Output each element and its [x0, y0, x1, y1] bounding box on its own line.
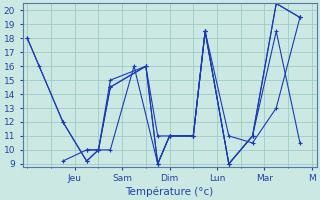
X-axis label: Température (°c): Température (°c) — [125, 186, 214, 197]
